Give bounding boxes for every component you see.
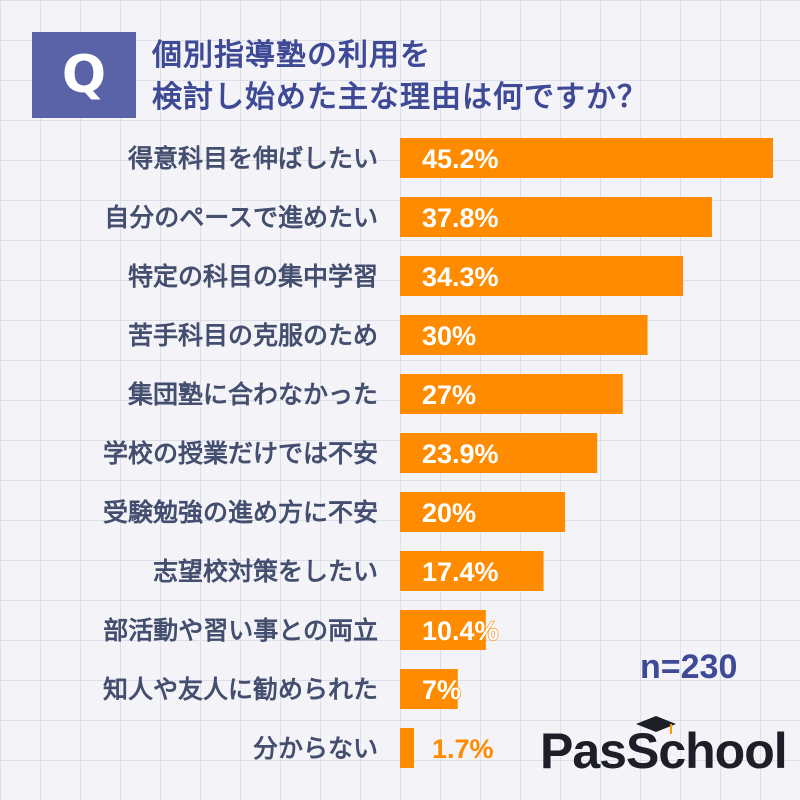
passchool-logo: PasSchool [540, 716, 788, 782]
bar [400, 433, 598, 473]
category-label: 得意科目を伸ばしたい [127, 144, 378, 173]
question-badge-letter: Q [61, 45, 107, 105]
value-label: 17.4% [422, 557, 499, 587]
chart-title-line-2: 検討し始めた主な理由は何ですか？ [152, 80, 648, 115]
bar [400, 374, 623, 414]
value-label: 27% [422, 380, 476, 410]
value-label: 37.8% [422, 203, 499, 233]
bar [400, 256, 684, 296]
bar [400, 669, 458, 709]
category-label: 特定の科目の集中学習 [128, 262, 378, 291]
value-label: 34.3% [422, 262, 499, 292]
bar [400, 728, 415, 768]
bar [400, 610, 486, 650]
bar [400, 551, 544, 591]
value-label: 1.7% [432, 734, 494, 764]
bar [400, 492, 566, 532]
category-label: 分からない [253, 734, 378, 763]
bar [400, 138, 773, 178]
category-label: 集団塾に合わなかった [127, 380, 378, 409]
category-label: 志望校対策をしたい [153, 557, 378, 586]
sample-size-label: n=230 [640, 648, 738, 686]
value-label: 7% [422, 675, 461, 705]
bar [400, 315, 648, 355]
category-label: 学校の授業だけでは不安 [103, 439, 378, 468]
value-label: 23.9% [422, 439, 499, 469]
bar [400, 197, 712, 237]
question-badge: Q [32, 32, 136, 118]
category-label: 知人や友人に勧められた [103, 675, 378, 704]
category-label: 受験勉強の進め方に不安 [103, 498, 378, 527]
logo-text: PasSchool [540, 723, 788, 779]
category-label: 苦手科目の克服のため [128, 321, 378, 350]
value-label: 20% [422, 498, 476, 528]
value-label: 30% [422, 321, 476, 351]
chart-title-line-1: 個別指導塾の利用を [152, 38, 431, 73]
value-label: 10.4% [422, 616, 499, 646]
value-label: 45.2% [422, 144, 499, 174]
category-label: 部活動や習い事との両立 [103, 616, 378, 645]
graduation-cap-icon [636, 716, 676, 734]
category-label: 自分のペースで進めたい [104, 203, 378, 232]
